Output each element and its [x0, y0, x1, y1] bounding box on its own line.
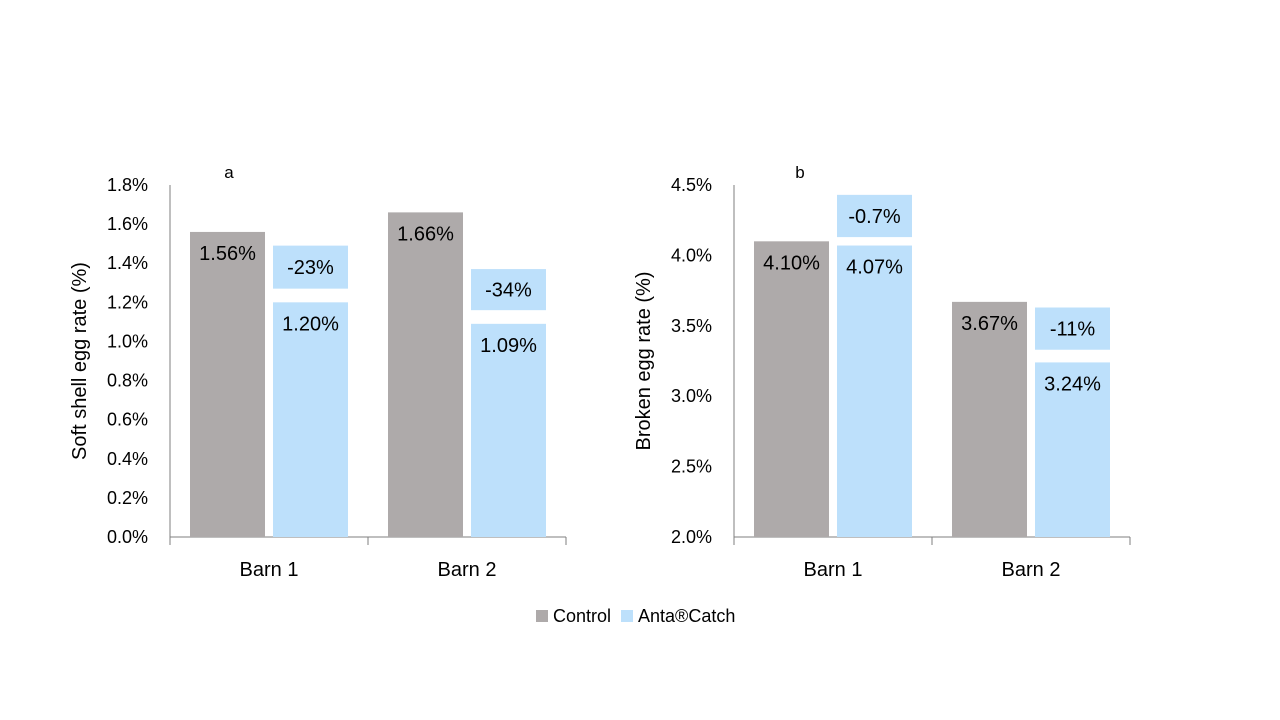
panel-a-y-tick-label: 1.2% [107, 292, 148, 312]
panel-b-y-tick-label: 2.0% [671, 527, 712, 547]
legend-label-control: Control [553, 605, 612, 626]
panel-a-bar-antacatch [471, 323, 546, 537]
panel-a-data-label-control: 1.56% [199, 243, 256, 265]
panel-b-y-tick-label: 2.5% [671, 457, 712, 477]
panel-b-data-label-antacatch: 3.24% [1044, 373, 1101, 395]
panel-b-x-tick-label: Barn 2 [1002, 559, 1061, 581]
panel-b-y-tick-label: 4.0% [671, 245, 712, 265]
panel-a-y-tick-label: 0.4% [107, 449, 148, 469]
panel-b-panel-label: b [795, 163, 804, 182]
panel-a-data-label-control: 1.66% [397, 223, 454, 245]
panel-b-bar-control [952, 301, 1027, 537]
chart-legend: Control Anta®Catch [536, 605, 745, 627]
panel-b-y-tick-label: 4.5% [671, 175, 712, 195]
panel-b-change-label: -0.7% [848, 206, 900, 228]
panel-a-bar-control [388, 212, 463, 537]
legend-swatch-antacatch [621, 610, 634, 622]
panel-b-data-label-control: 3.67% [961, 313, 1018, 335]
panel-a-y-tick-label: 1.8% [107, 175, 148, 195]
panel-a-y-tick-label: 0.6% [107, 410, 148, 430]
panel-b-bar-antacatch [1035, 362, 1110, 537]
panel-b-data-label-antacatch: 4.07% [846, 257, 903, 279]
panel-a-panel-label: a [224, 163, 234, 182]
panel-a-change-label: -34% [485, 280, 532, 302]
panel-b-y-tick-label: 3.0% [671, 386, 712, 406]
panel-a-data-label-antacatch: 1.09% [480, 335, 537, 357]
panel-a-y-tick-label: 1.0% [107, 331, 148, 351]
legend-item-control: Control [536, 606, 611, 627]
panel-b-bar-control [754, 241, 829, 537]
legend-item-antacatch: Anta®Catch [621, 606, 735, 627]
panel-a-change-box [273, 245, 348, 289]
legend-label-antacatch: Anta®Catch [638, 605, 736, 626]
panel-b-change-box [837, 194, 912, 238]
panel-b-data-label-control: 4.10% [763, 252, 820, 274]
panel-b-bar-antacatch [837, 245, 912, 537]
panel-b-change-box [1035, 307, 1110, 350]
panel-a-y-tick-label: 1.4% [107, 253, 148, 273]
panel-a-change-label: -23% [287, 257, 334, 279]
panel-a-x-tick-label: Barn 1 [240, 559, 299, 581]
panel-a-bar-antacatch [273, 302, 348, 537]
legend-swatch-control [536, 610, 548, 622]
panel-a-y-tick-label: 0.8% [107, 371, 148, 391]
panel-b-y-axis-title: Broken egg rate (%) [633, 272, 655, 451]
panel-b-x-tick-label: Barn 1 [804, 559, 863, 581]
panel-a-change-box [471, 269, 546, 311]
panel-a-y-tick-label: 1.6% [107, 214, 148, 234]
panel-b-change-label: -11% [1050, 319, 1095, 341]
panel-a-data-label-antacatch: 1.20% [282, 313, 339, 335]
panel-b-y-tick-label: 3.5% [671, 316, 712, 336]
panel-a-y-tick-label: 0.2% [107, 488, 148, 508]
panel-a-y-tick-label: 0.0% [107, 527, 148, 547]
panel-a-y-axis-title: Soft shell egg rate (%) [69, 262, 91, 460]
panel-a-x-tick-label: Barn 2 [438, 559, 497, 581]
panel-a-bar-control [190, 231, 265, 537]
